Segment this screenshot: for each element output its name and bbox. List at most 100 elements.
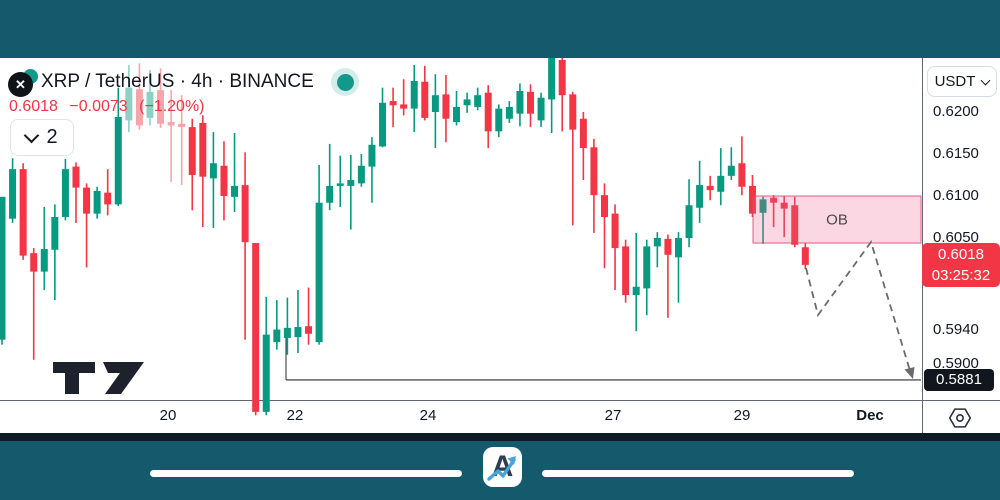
candle [252,243,260,416]
candle [643,239,651,316]
candle [674,232,682,303]
candle [157,68,165,128]
time-axis[interactable]: 20 22 24 27 29 Dec [0,400,922,433]
candle [347,154,355,230]
time-tick-label: 20 [159,407,177,424]
candle [315,164,323,345]
price-change-percent: (−1.20%) [139,98,205,115]
candle [72,162,80,223]
interval-selector-value: 2 [46,126,58,148]
candle [463,92,471,113]
order-block-box[interactable] [752,195,922,244]
price-tick-label: 0.6100 [933,187,979,204]
price-tick-label: 0.5900 [933,355,979,372]
last-price-badge: 0.6018 03:25:32 [922,242,1000,287]
candle [125,64,133,133]
candle [431,74,439,149]
candle [83,183,91,268]
decorative-line-right [542,470,854,477]
candle [579,112,587,181]
candle [453,91,461,126]
candle [558,55,566,132]
top-frame-band [0,0,1000,58]
price-tick-label: 0.6150 [933,145,979,162]
candle [220,141,228,221]
candle [527,84,534,128]
live-status-dot-inner [336,73,354,91]
time-tick-label: 29 [733,407,751,424]
candle [368,137,376,203]
price-change: −0.0073 [69,98,128,115]
time-tick-label: 24 [419,407,437,424]
candle [738,136,746,196]
interval-selector-button[interactable]: 2 [10,119,74,156]
candle [19,163,27,260]
candle [104,169,112,216]
price-tick-label: 0.6200 [933,103,979,120]
price-tick-label: 0.5940 [933,321,979,339]
bottom-dark-strip [0,433,1000,441]
gear-icon [948,408,972,428]
candle [474,87,482,111]
candle [40,206,48,291]
candle [748,175,756,217]
candle [241,152,249,340]
app-logo: A [483,447,522,487]
price-change-line: 0.6018 −0.0073 (−1.20%) [9,98,212,116]
candle [780,196,788,238]
chevron-down-icon [24,127,40,143]
candle [622,239,630,303]
candle [135,63,143,130]
candle [664,234,672,318]
candle [727,147,735,181]
candle [294,290,302,354]
candle [209,132,217,228]
time-tick-label: Dec [856,407,884,424]
candle [600,183,608,269]
candle [51,204,59,301]
chevron-down-icon [980,75,991,85]
candle [305,287,313,345]
candle [801,243,809,270]
candle [685,179,693,248]
last-price-badge-countdown: 03:25:32 [931,266,991,284]
candle [421,65,429,121]
candle [442,75,450,143]
candle [770,195,778,228]
candle [590,138,598,233]
xrp-logo-icon: ✕ [8,69,38,99]
price-tick-label: 0.6050 [933,229,979,246]
candle [653,232,661,268]
symbol-title[interactable]: XRP / TetherUS · 4h · BINANCE [41,71,314,92]
candle [262,296,270,416]
candle [326,143,334,211]
candle [30,248,38,360]
currency-toggle-button[interactable]: USDT [927,66,997,97]
candle [696,160,704,223]
time-tick-label: 22 [286,407,304,424]
candle [9,158,17,223]
candle [389,87,397,128]
candle [379,87,387,148]
candle [283,297,291,355]
ray-price-badge: 0.5881 [924,368,994,391]
close-icon: ✕ [8,72,33,97]
candle [93,186,101,219]
projection-path[interactable] [805,240,912,375]
currency-label: USDT [934,73,976,90]
price-axis[interactable]: USDT 0.6200 0.6150 0.6100 0.6050 0.5940 0.590… [922,58,1000,433]
last-price-badge-value: 0.6018 [938,245,984,263]
bottom-bar: A [0,441,1000,500]
candle [410,64,418,133]
arrow-up-icon [487,456,516,481]
candle [706,175,714,201]
candle [0,196,6,345]
candle [178,95,186,186]
last-price: 0.6018 [9,98,58,115]
candle [484,85,492,149]
settings-button[interactable] [940,404,980,432]
candle [199,115,207,228]
candle [167,90,175,182]
